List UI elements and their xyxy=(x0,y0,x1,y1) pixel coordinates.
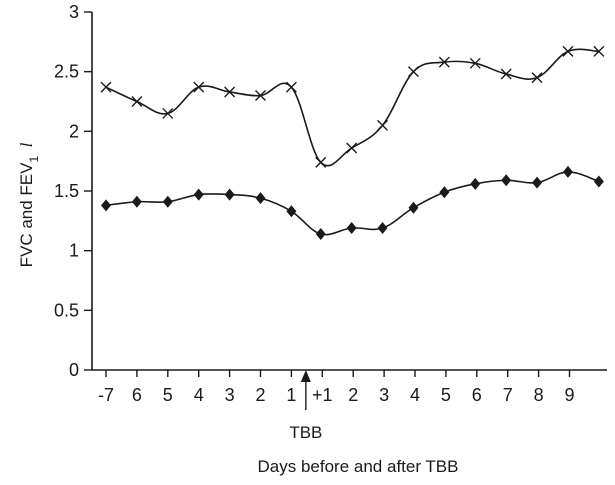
x-axis-title: Days before and after TBB xyxy=(258,457,459,476)
y-axis-title: FVC and FEV1 l xyxy=(17,142,41,267)
x-tick-label: 5 xyxy=(163,385,173,405)
data-point-diamond xyxy=(532,176,543,189)
cross-stroke-b xyxy=(407,66,419,78)
data-point-diamond xyxy=(562,165,573,178)
data-point-diamond xyxy=(315,227,326,240)
cross-stroke-b xyxy=(224,86,236,98)
data-point-cross xyxy=(531,72,543,84)
x-tick-label: 2 xyxy=(348,385,358,405)
data-point-diamond xyxy=(470,177,481,190)
data-point-diamond xyxy=(286,205,297,218)
event-arrow-head xyxy=(300,370,311,382)
cross-stroke-b xyxy=(162,107,174,119)
cross-stroke-b xyxy=(346,142,358,154)
cross-stroke-b xyxy=(255,90,266,102)
data-point-cross xyxy=(255,90,266,102)
data-point-cross xyxy=(562,45,574,57)
y-tick-label: 3 xyxy=(69,2,79,22)
x-tick-label: 4 xyxy=(194,385,204,405)
data-point-cross xyxy=(131,96,143,107)
data-point-diamond xyxy=(224,188,235,201)
data-point-cross xyxy=(469,57,481,69)
cross-stroke-b xyxy=(100,81,112,93)
data-point-diamond xyxy=(193,188,204,201)
data-point-diamond xyxy=(408,201,419,214)
x-tick-label: 1 xyxy=(286,385,296,405)
x-tick-label: +1 xyxy=(312,385,333,405)
data-point-cross xyxy=(285,81,297,93)
x-tick-label: 2 xyxy=(255,385,265,405)
x-tick-label: 3 xyxy=(379,385,389,405)
data-point-diamond xyxy=(377,221,388,234)
data-point-diamond xyxy=(501,174,512,187)
data-point-cross xyxy=(377,119,389,131)
data-point-cross xyxy=(593,45,605,57)
data-point-cross xyxy=(438,56,450,68)
x-tick-label: 9 xyxy=(564,385,574,405)
data-point-cross xyxy=(315,156,327,168)
data-point-cross xyxy=(162,107,174,119)
x-tick-label: 3 xyxy=(225,385,235,405)
cross-stroke-b xyxy=(193,81,205,93)
y-tick-label: 1 xyxy=(69,241,79,261)
x-tick-label: -7 xyxy=(98,385,114,405)
data-point-cross xyxy=(407,66,419,78)
cross-stroke-b xyxy=(531,72,543,84)
x-tick-label: 7 xyxy=(503,385,513,405)
data-point-diamond xyxy=(593,175,604,188)
x-tick-label: 8 xyxy=(534,385,544,405)
axes xyxy=(84,11,607,410)
data-point-diamond xyxy=(439,186,450,199)
cross-stroke-b xyxy=(469,57,481,69)
y-tick-label: 2.5 xyxy=(54,62,79,82)
data-point-cross xyxy=(500,68,512,80)
x-tick-label: 6 xyxy=(132,385,142,405)
data-point-cross xyxy=(224,86,236,98)
cross-stroke-b xyxy=(285,81,297,93)
cross-stroke-b xyxy=(377,119,389,131)
data-point-diamond xyxy=(101,199,111,212)
data-point-cross xyxy=(100,81,112,93)
cross-stroke-b xyxy=(500,68,512,80)
data-point-diamond xyxy=(255,192,266,205)
x-tick-label: 6 xyxy=(472,385,482,405)
data-point-diamond xyxy=(346,221,357,234)
data-point-diamond xyxy=(162,195,173,208)
cross-stroke-b xyxy=(593,45,605,57)
data-point-diamond xyxy=(131,195,142,208)
x-tick-label: 4 xyxy=(410,385,420,405)
cross-stroke-b xyxy=(562,45,574,57)
cross-stroke-b xyxy=(131,96,143,107)
data-point-cross xyxy=(193,81,205,93)
y-tick-label: 0.5 xyxy=(54,300,79,320)
cross-stroke-b xyxy=(315,156,327,168)
cross-stroke-b xyxy=(438,56,450,68)
event-label: TBB xyxy=(289,423,322,442)
y-tick-label: 1.5 xyxy=(54,181,79,201)
data-point-cross xyxy=(346,142,358,154)
x-tick-label: 5 xyxy=(441,385,451,405)
markers-layer xyxy=(100,45,605,240)
series-layer xyxy=(105,48,600,236)
y-tick-label: 2 xyxy=(69,121,79,141)
y-tick-label: 0 xyxy=(69,360,79,380)
